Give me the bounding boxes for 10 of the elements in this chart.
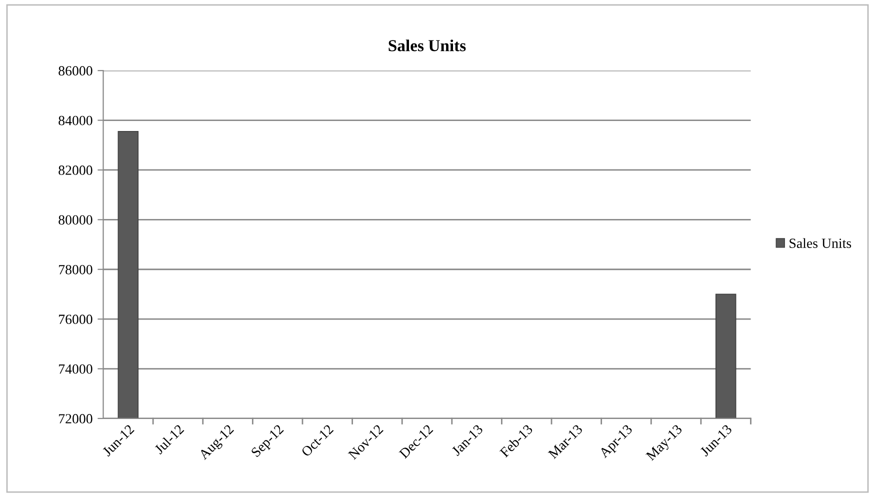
y-tick-label: 86000 (58, 66, 92, 76)
chart-title: Sales Units (388, 40, 466, 52)
y-tick-label: 82000 (58, 166, 92, 175)
y-tick-label: 74000 (59, 364, 92, 374)
legend-label: Sales Units (790, 238, 852, 248)
y-tick-label: 80000 (58, 215, 92, 225)
y-tick-label: 84000 (58, 116, 92, 126)
y-tick-label: 72000 (59, 414, 92, 424)
y-tick-label: 78000 (59, 264, 92, 274)
y-tick-label: 76000 (59, 314, 92, 324)
